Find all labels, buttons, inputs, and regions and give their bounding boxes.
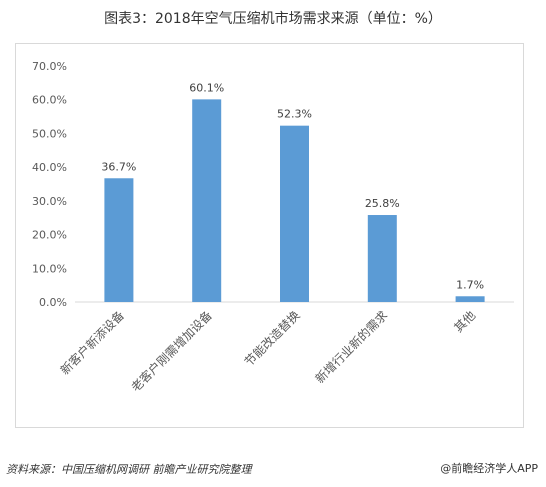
data-label: 60.1% [189,81,224,94]
data-label: 52.3% [277,108,312,121]
data-label: 36.7% [101,160,136,173]
bar [455,296,485,302]
bar [192,99,222,303]
x-tick-label: 老客户刚需增加设备 [128,308,215,395]
bar [367,215,397,302]
y-tick-label: 40.0% [32,161,67,174]
bar [104,178,134,302]
x-tick-label: 其他 [451,308,478,335]
x-tick-label: 新增行业新的需求 [312,308,390,386]
chart-title: 图表3：2018年空气压缩机市场需求来源（单位：%） [104,11,442,27]
y-tick-label: 60.0% [32,94,67,107]
y-tick-label: 30.0% [32,195,67,208]
y-tick-label: 70.0% [32,60,67,73]
chart-frame [15,43,524,428]
x-tick-label: 节能改造替换 [242,308,303,369]
y-tick-label: 10.0% [32,262,67,275]
data-label: 1.7% [456,278,484,291]
brand-credit: @前瞻经济学人APP [440,462,538,475]
bar [280,125,309,302]
x-tick-label: 新客户新添设备 [57,308,127,378]
y-tick-label: 20.0% [32,229,67,242]
y-tick-label: 50.0% [32,127,67,140]
data-label: 25.8% [365,197,400,210]
y-tick-label: 0.0% [39,296,67,309]
source-note: 资料来源：中国压缩机网调研 前瞻产业研究院整理 [6,463,252,476]
